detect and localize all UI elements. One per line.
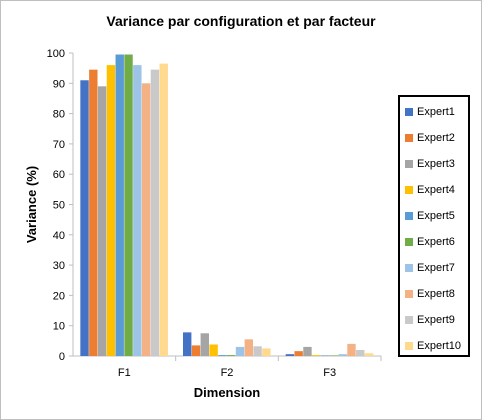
legend-label: Expert2 — [417, 132, 455, 144]
bar-expert1-f2 — [183, 332, 192, 356]
legend-label: Expert10 — [417, 340, 462, 352]
x-axis-title: Dimension — [194, 385, 261, 400]
legend-item-expert6: Expert6 — [400, 229, 468, 255]
y-tick-label: 80 — [53, 109, 65, 121]
legend-item-expert3: Expert3 — [400, 151, 468, 177]
bar-expert5-f2 — [218, 355, 227, 356]
x-tick-label: F3 — [323, 367, 336, 379]
bar-expert7-f3 — [338, 354, 347, 356]
bar-expert3-f1 — [97, 86, 107, 356]
bar-expert7-f1 — [133, 65, 142, 357]
chart-title: Variance par configuration et par facteu… — [106, 13, 376, 29]
legend-swatch — [405, 342, 413, 350]
y-axis-title: Variance (%) — [24, 166, 39, 243]
legend-item-expert4: Expert4 — [400, 177, 468, 203]
bar-expert10-f3 — [364, 353, 374, 356]
legend-swatch — [405, 212, 413, 220]
chart-legend: Expert1 Expert2 Expert3 Expert4 Expert5 Exper… — [398, 95, 470, 357]
y-tick-label: 100 — [47, 48, 65, 60]
bar-expert9-f1 — [150, 69, 160, 356]
bar-expert5-f3 — [320, 355, 330, 356]
legend-label: Expert9 — [417, 314, 455, 326]
legend-swatch — [405, 108, 413, 116]
y-tick-label: 60 — [53, 169, 65, 181]
legend-swatch — [405, 290, 413, 298]
x-tick-label: F1 — [118, 367, 131, 379]
bar-expert2-f1 — [89, 69, 98, 356]
bar-expert10-f1 — [159, 63, 168, 356]
bar-expert2-f2 — [191, 345, 201, 356]
legend-label: Expert4 — [417, 184, 455, 196]
y-tick-label: 20 — [53, 290, 65, 302]
legend-item-expert8: Expert8 — [400, 281, 468, 307]
legend-item-expert7: Expert7 — [400, 255, 468, 281]
legend-label: Expert6 — [417, 236, 455, 248]
y-tick-label: 30 — [53, 260, 65, 272]
bar-expert4-f1 — [106, 65, 116, 357]
bar-expert8-f3 — [347, 343, 356, 356]
legend-swatch — [405, 134, 413, 142]
bar-expert4-f2 — [209, 344, 218, 356]
bar-expert4-f3 — [312, 355, 321, 356]
bar-expert1-f1 — [80, 80, 89, 357]
bar-expert5-f1 — [115, 54, 124, 356]
y-tick-label: 70 — [53, 139, 65, 151]
legend-label: Expert5 — [417, 210, 455, 222]
legend-swatch — [405, 238, 413, 246]
bar-expert7-f2 — [235, 346, 245, 356]
legend-item-expert2: Expert2 — [400, 125, 468, 151]
legend-swatch — [405, 160, 413, 168]
legend-label: Expert1 — [417, 106, 455, 118]
bar-expert9-f2 — [253, 346, 262, 356]
y-tick-label: 50 — [53, 200, 65, 212]
bar-expert2-f3 — [294, 351, 303, 356]
y-tick-label: 10 — [53, 321, 65, 333]
y-tick-label: 90 — [53, 78, 65, 90]
legend-item-expert5: Expert5 — [400, 203, 468, 229]
legend-label: Expert8 — [417, 288, 455, 300]
bar-expert6-f1 — [124, 54, 133, 356]
bar-expert9-f3 — [356, 349, 365, 356]
bar-expert8-f2 — [244, 339, 253, 356]
legend-swatch — [405, 316, 413, 324]
x-tick-label: F2 — [221, 367, 234, 379]
legend-label: Expert3 — [417, 158, 455, 170]
legend-swatch — [405, 186, 413, 194]
bar-expert10-f2 — [262, 348, 271, 356]
legend-item-expert10: Expert10 — [400, 333, 468, 359]
y-tick-label: 40 — [53, 230, 65, 242]
legend-label: Expert7 — [417, 262, 455, 274]
legend-item-expert9: Expert9 — [400, 307, 468, 333]
y-tick-label: 0 — [59, 351, 65, 363]
bar-expert6-f2 — [227, 355, 236, 356]
legend-swatch — [405, 264, 413, 272]
bar-expert8-f1 — [141, 83, 151, 357]
legend-item-expert1: Expert1 — [400, 99, 468, 125]
bar-expert6-f3 — [329, 355, 339, 356]
bar-expert3-f3 — [303, 346, 312, 356]
bar-expert1-f3 — [285, 354, 295, 356]
bar-expert3-f2 — [200, 333, 209, 356]
